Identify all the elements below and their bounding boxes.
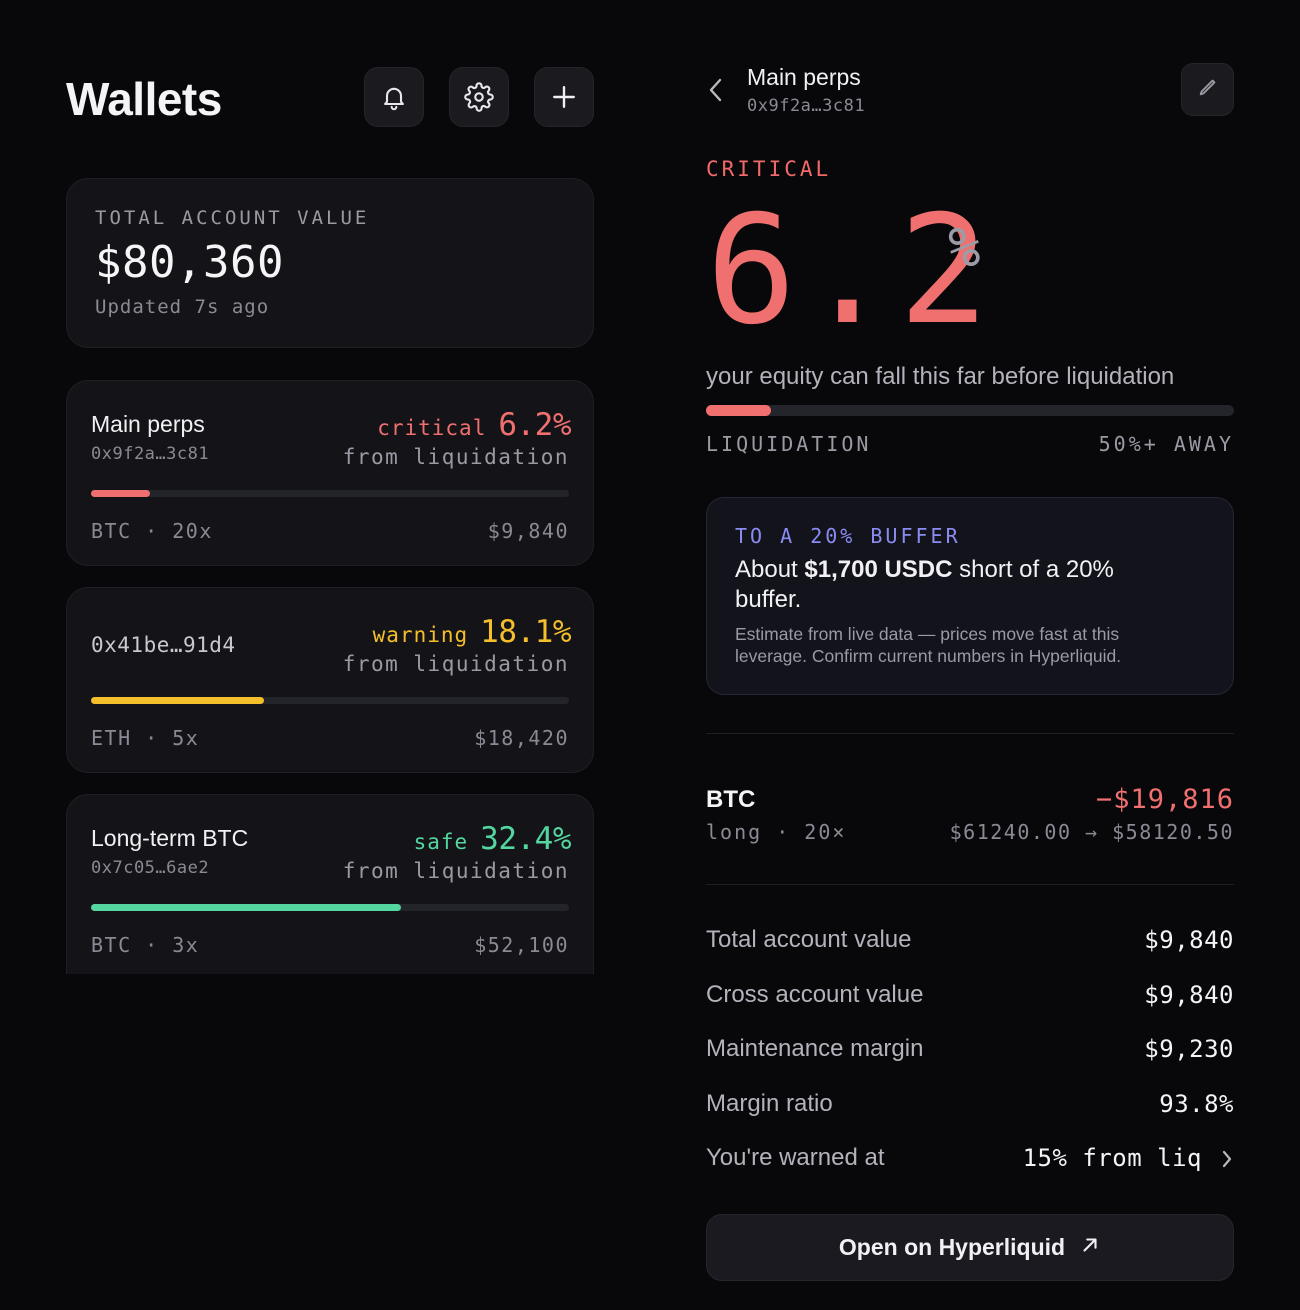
buffer-amount: $1,700 USDC: [804, 556, 953, 583]
buffer-label: TO A 20% BUFFER: [735, 524, 961, 548]
buffer-summary: About $1,700 USDC short of a 20% buffer.: [735, 555, 1115, 615]
chevron-right-icon: [1220, 1148, 1234, 1170]
wallets-header: Wallets: [66, 66, 594, 128]
detail-address: 0x9f2a…3c81: [747, 96, 866, 116]
chevron-left-icon: [706, 78, 726, 108]
wallet-status: warning 18.1%: [372, 614, 572, 650]
pencil-icon: [1197, 76, 1219, 103]
stat-value: 15% from liq: [1022, 1144, 1202, 1172]
stat-label: Margin ratio: [706, 1090, 833, 1117]
position-side: long · 20×: [706, 820, 847, 844]
wallet-amount: $52,100: [474, 933, 569, 957]
liquidation-progress-fill: [91, 697, 265, 704]
stat-label: Maintenance margin: [706, 1035, 924, 1062]
external-link-arrow-icon: [1079, 1234, 1101, 1261]
status-word: critical: [377, 416, 487, 440]
bar-left-label: LIQUIDATION: [706, 432, 872, 456]
wallet-status: critical 6.2%: [377, 407, 571, 443]
total-account-value: $80,360: [95, 237, 284, 288]
stat-row-cross-account-value: Cross account value $9,840: [706, 981, 1234, 1015]
status-caption: from liquidation: [342, 445, 569, 469]
bar-right-label: 50%+ AWAY: [1098, 432, 1234, 456]
wallet-address: 0x7c05…6ae2: [91, 858, 210, 878]
stat-label: Total account value: [706, 926, 912, 953]
wallet-status: safe 32.4%: [413, 821, 572, 857]
updated-timestamp: Updated 7s ago: [95, 296, 270, 318]
status-label: CRITICAL: [706, 157, 832, 181]
status-percent: 32.4%: [480, 821, 571, 857]
wallet-detail-panel: Main perps 0x9f2a…3c81 CRITICAL 6.2 % yo…: [706, 0, 1234, 1310]
liquidation-distance-bar: [706, 405, 1234, 416]
wallet-card-0x41be[interactable]: 0x41be…91d4 warning 18.1% from liquidati…: [66, 587, 594, 773]
buffer-summary-prefix: About: [735, 556, 805, 583]
stat-row-margin-ratio: Margin ratio 93.8%: [706, 1090, 1234, 1124]
liquidation-distance-fill: [706, 405, 772, 416]
wallet-amount: $9,840: [487, 519, 569, 543]
liquidation-progress: [91, 490, 569, 497]
position-pnl: −$19,816: [1095, 784, 1234, 815]
stat-row-total-account-value: Total account value $9,840: [706, 926, 1234, 960]
position-symbol: BTC: [706, 786, 756, 813]
wallet-amount: $18,420: [474, 726, 569, 750]
stat-label: You're warned at: [706, 1144, 885, 1171]
bell-icon: [380, 83, 408, 111]
warn-threshold-row[interactable]: You're warned at 15% from liq: [706, 1144, 1234, 1178]
gear-icon: [464, 82, 494, 112]
liquidation-distance-unit: %: [948, 216, 981, 279]
stat-label: Cross account value: [706, 981, 924, 1008]
stat-value: 93.8%: [1159, 1090, 1234, 1118]
divider: [706, 884, 1234, 885]
plus-icon: [551, 84, 577, 110]
detail-title: Main perps: [747, 64, 861, 90]
wallet-address: 0x41be…91d4: [91, 633, 236, 657]
buffer-card: TO A 20% BUFFER About $1,700 USDC short …: [706, 497, 1234, 695]
wallet-address: 0x9f2a…3c81: [91, 444, 210, 464]
status-percent: 18.1%: [480, 614, 571, 650]
buffer-note: Estimate from live data — prices move fa…: [735, 624, 1122, 666]
liquidation-caption: your equity can fall this far before liq…: [706, 363, 1175, 390]
add-wallet-button[interactable]: [534, 67, 594, 127]
divider: [706, 733, 1234, 734]
open-on-hyperliquid-button[interactable]: Open on Hyperliquid: [706, 1214, 1234, 1281]
liquidation-distance-value: 6.2: [706, 184, 995, 358]
total-account-card: TOTAL ACCOUNT VALUE $80,360 Updated 7s a…: [66, 178, 594, 348]
page-title: Wallets: [66, 73, 222, 125]
status-caption: from liquidation: [342, 859, 569, 883]
liquidation-progress: [91, 904, 569, 911]
buffer-summary-suffix: short of a 20% buffer.: [735, 556, 1114, 613]
wallet-asset: BTC · 20x: [91, 519, 213, 543]
stat-value: $9,840: [1144, 981, 1234, 1009]
back-button[interactable]: [706, 76, 726, 104]
status-caption: from liquidation: [342, 652, 569, 676]
open-button-label: Open on Hyperliquid: [838, 1234, 1066, 1260]
stat-row-maintenance-margin: Maintenance margin $9,230: [706, 1035, 1234, 1069]
wallet-name: Main perps: [91, 411, 205, 437]
wallet-card-main-perps[interactable]: Main perps 0x9f2a…3c81 critical 6.2% fro…: [66, 380, 594, 566]
liquidation-progress-fill: [91, 490, 151, 497]
edit-button[interactable]: [1181, 63, 1234, 116]
notifications-button[interactable]: [364, 67, 424, 127]
stat-value: $9,840: [1144, 926, 1234, 954]
status-word: warning: [372, 623, 469, 647]
stat-value: $9,230: [1144, 1035, 1234, 1063]
wallet-name: Long-term BTC: [91, 825, 249, 851]
total-account-label: TOTAL ACCOUNT VALUE: [95, 207, 370, 229]
liquidation-progress-fill: [91, 904, 401, 911]
wallet-asset: ETH · 5x: [91, 726, 200, 750]
position-prices: $61240.00 → $58120.50: [949, 820, 1234, 844]
settings-button[interactable]: [449, 67, 509, 127]
wallet-asset: BTC · 3x: [91, 933, 200, 957]
wallet-card-long-term-btc[interactable]: Long-term BTC 0x7c05…6ae2 safe 32.4% fro…: [66, 794, 594, 974]
status-word: safe: [413, 830, 469, 854]
liquidation-progress: [91, 697, 569, 704]
status-percent: 6.2%: [498, 407, 571, 443]
